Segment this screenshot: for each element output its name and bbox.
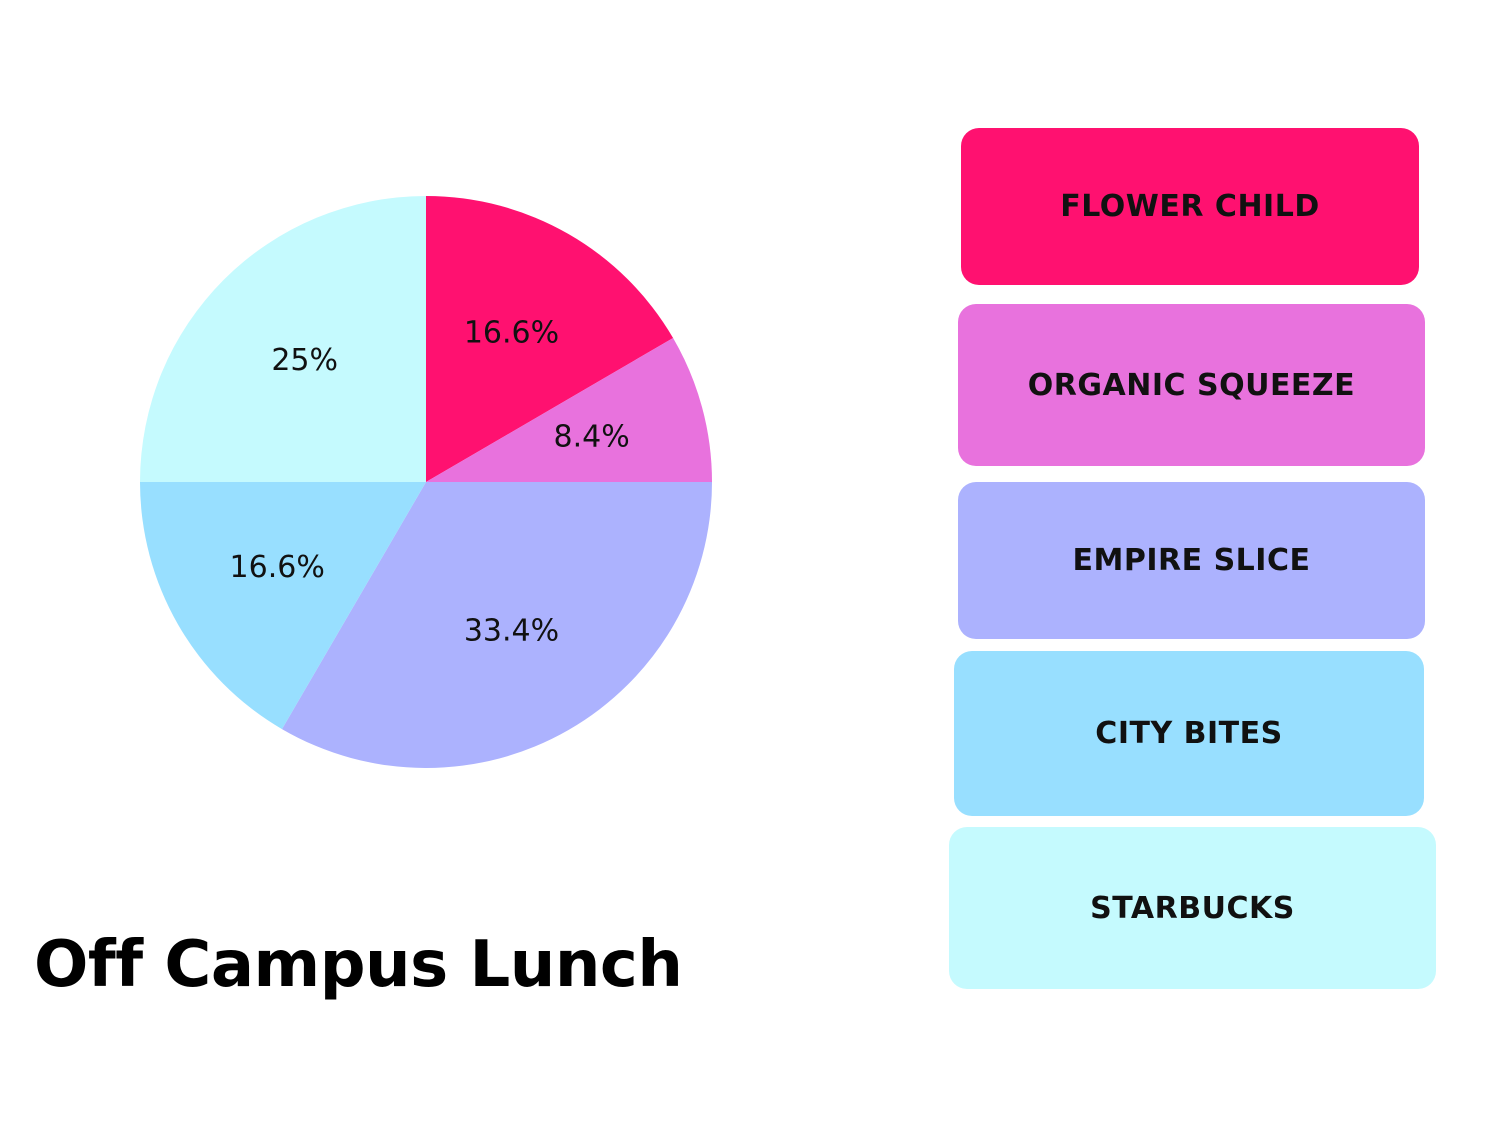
legend-item-organic-squeeze: ORGANIC SQUEEZE — [958, 304, 1425, 466]
legend-label-organic-squeeze: ORGANIC SQUEEZE — [1027, 367, 1356, 403]
legend-item-flower-child: FLOWER CHILD — [961, 128, 1419, 285]
pie-slice-flower-child — [426, 196, 674, 482]
legend-item-starbucks: STARBUCKS — [949, 827, 1436, 989]
pie-slice-city-bites — [140, 482, 426, 730]
slice-label-empire-slice: 33.4% — [464, 613, 559, 648]
legend-label-flower-child: FLOWER CHILD — [1060, 189, 1320, 224]
legend-label-starbucks: STARBUCKS — [1090, 890, 1295, 926]
legend-label-empire-slice: EMPIRE SLICE — [1072, 543, 1311, 578]
legend-item-city-bites: CITY BITES — [954, 651, 1424, 816]
slice-label-starbucks: 25% — [271, 343, 338, 378]
pie-slice-organic-squeeze — [426, 337, 712, 482]
slice-label-flower-child: 16.6% — [464, 316, 559, 351]
legend-item-empire-slice: EMPIRE SLICE — [958, 482, 1425, 639]
pie-slice-empire-slice — [281, 482, 712, 768]
pie-slice-starbucks — [140, 196, 426, 482]
legend-label-city-bites: CITY BITES — [1095, 716, 1283, 751]
slice-label-organic-squeeze: 8.4% — [554, 420, 630, 455]
slice-label-city-bites: 16.6% — [230, 550, 325, 585]
chart-title: Off Campus Lunch — [34, 928, 683, 1002]
